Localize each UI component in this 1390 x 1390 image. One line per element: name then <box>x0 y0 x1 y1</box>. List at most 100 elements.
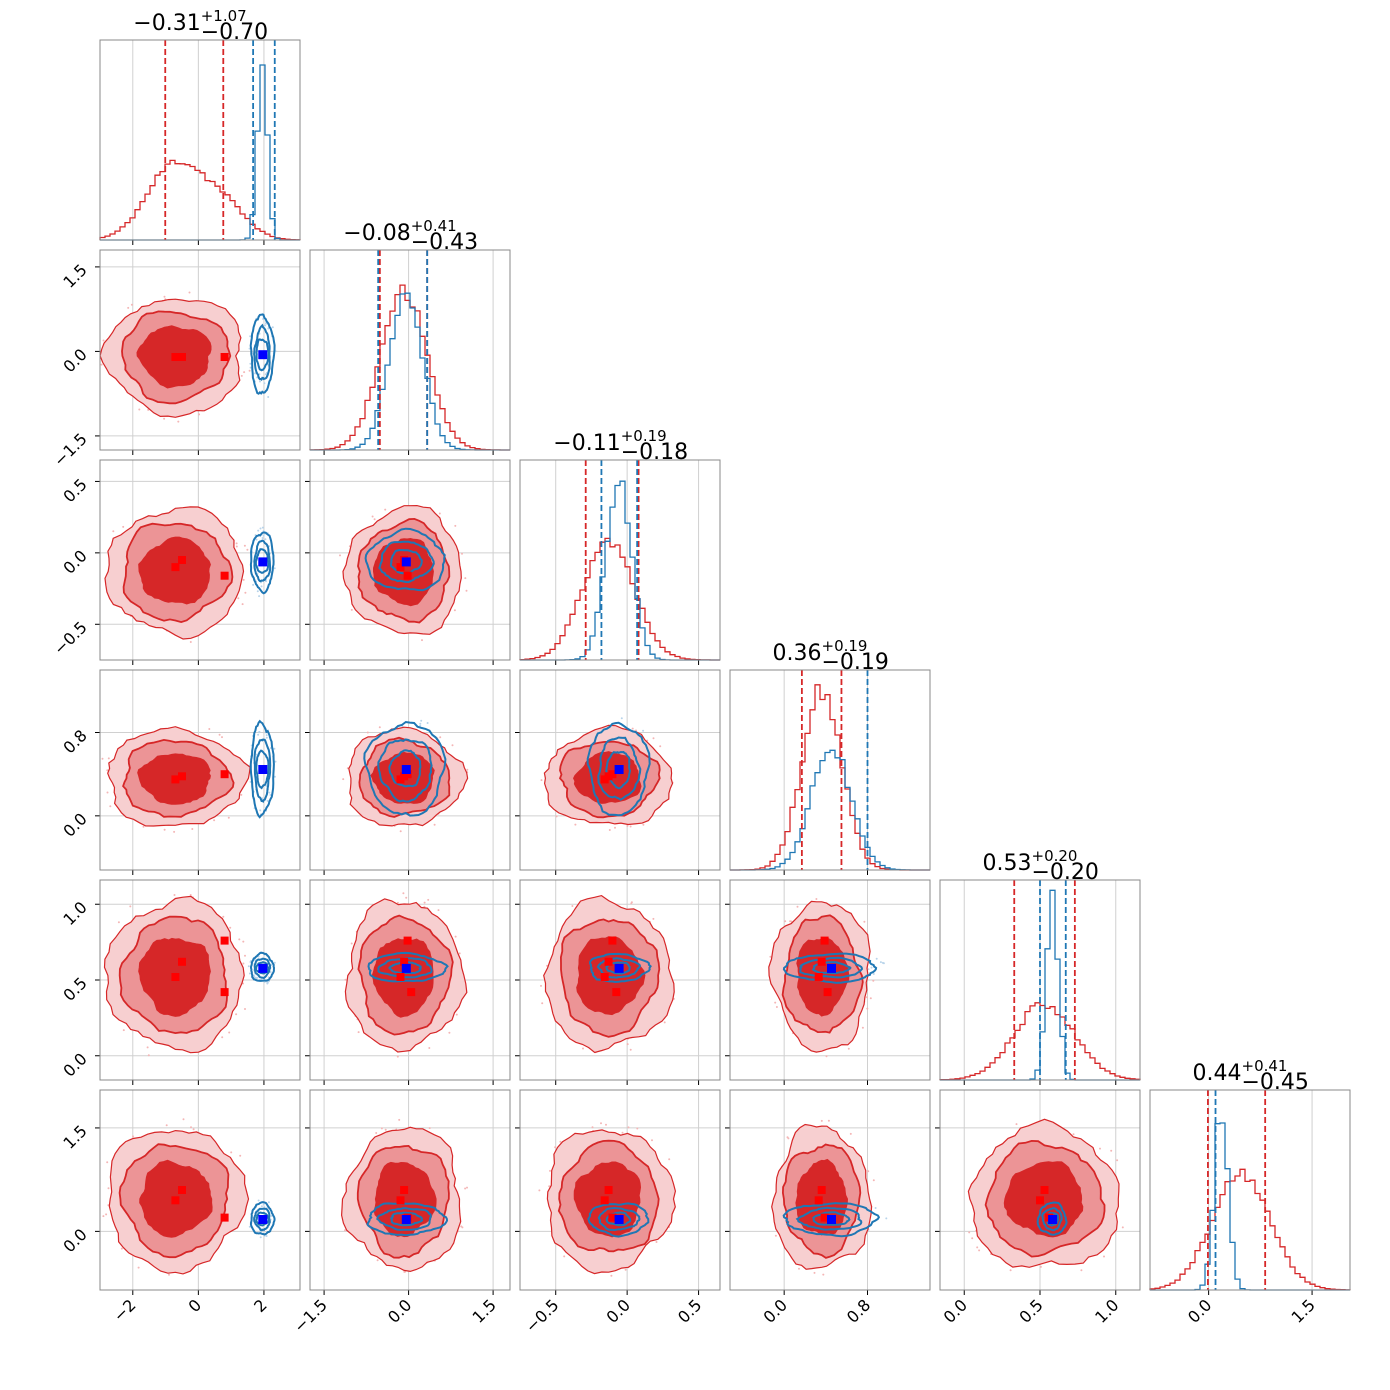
sample-point <box>227 816 230 819</box>
sample-point <box>130 303 133 306</box>
blue-marker <box>258 765 268 774</box>
sample-point <box>173 894 176 896</box>
sample-point <box>235 542 238 545</box>
red-marker <box>171 973 180 981</box>
sample-point <box>861 1026 864 1029</box>
blue-marker <box>827 963 836 973</box>
panel-frame <box>519 459 721 661</box>
red-marker <box>178 772 186 781</box>
panel-frame <box>1149 1089 1351 1291</box>
sample-point <box>538 1189 541 1192</box>
red-marker <box>820 936 829 945</box>
sample-point <box>421 639 423 642</box>
red-marker <box>178 353 186 361</box>
sample-point <box>881 961 884 964</box>
sample-point <box>112 530 115 533</box>
sample-point <box>384 508 387 511</box>
sample-point <box>357 1031 360 1034</box>
panel-title: −0.11+0.19 <box>553 427 666 456</box>
sample-point <box>571 905 574 907</box>
blue-contour <box>255 338 270 372</box>
sample-point <box>248 972 251 975</box>
blue-contour <box>782 952 878 984</box>
title-minus-error: −0.70 <box>201 20 268 45</box>
sample-point <box>264 324 267 327</box>
red-histogram <box>519 537 720 661</box>
panel-4-2 <box>515 879 721 1085</box>
red-marker <box>171 775 180 784</box>
blue-marker <box>401 557 411 567</box>
blue-contour <box>249 313 276 395</box>
panel-3-1 <box>305 669 511 875</box>
sample-point <box>885 1217 888 1220</box>
sample-point <box>264 373 267 376</box>
sample-point <box>461 1226 464 1229</box>
x-tick-label: −0.5 <box>522 1295 563 1336</box>
sample-point <box>257 529 260 532</box>
sample-point <box>273 747 276 750</box>
panel-background <box>520 460 720 660</box>
sample-point <box>109 805 112 808</box>
panel-4-1 <box>305 879 511 1085</box>
sample-point <box>396 901 399 904</box>
sample-point <box>259 380 261 383</box>
sample-point <box>270 1214 273 1217</box>
x-tick-label: 1.5 <box>1287 1295 1318 1326</box>
sample-point <box>106 769 109 772</box>
blue-contour <box>366 1202 449 1237</box>
y-tick-label: 0.8 <box>59 726 90 757</box>
sample-point <box>259 809 262 812</box>
sample-point <box>260 585 263 588</box>
blue-contour <box>249 1201 276 1236</box>
sample-point <box>244 591 247 594</box>
y-tick-label: 0.0 <box>59 345 90 376</box>
sample-point <box>271 326 274 329</box>
sample-point <box>427 898 430 901</box>
sample-point <box>138 408 141 411</box>
sample-point <box>366 731 369 734</box>
sample-point <box>559 1140 562 1143</box>
sample-point <box>177 420 180 423</box>
sample-point <box>610 1274 613 1277</box>
sample-point <box>342 778 345 781</box>
blue-contour <box>253 957 272 980</box>
sample-point <box>642 823 645 826</box>
sample-point <box>198 413 201 416</box>
y-tick-label: −1.5 <box>50 429 91 470</box>
sample-point <box>262 318 265 320</box>
y-tick-label: 0.0 <box>59 809 90 840</box>
sample-point <box>867 968 870 971</box>
panel-frame <box>309 1089 511 1291</box>
red-marker <box>178 957 186 966</box>
sample-point <box>784 920 787 923</box>
blue-contour <box>364 527 446 592</box>
sample-point <box>256 590 259 593</box>
sample-point <box>454 524 457 527</box>
panel-background <box>1150 1090 1350 1290</box>
panel-2-0: 0.5 0.0 −0.5 <box>50 459 301 665</box>
sample-point <box>1080 1269 1083 1272</box>
sample-point <box>1099 1147 1101 1150</box>
panel-3-3: 0.36+0.19−0.19 <box>729 637 931 875</box>
x-tick-label: 0.0 <box>603 1295 634 1326</box>
blue-contour <box>605 1211 632 1227</box>
title-plus-error: +1.07 <box>201 7 247 25</box>
sample-point <box>244 954 246 957</box>
sample-point <box>458 952 461 955</box>
y-tick-label: 1.5 <box>59 1121 90 1152</box>
title-plus-error: +0.19 <box>621 427 667 445</box>
sample-point <box>439 736 442 739</box>
y-tick-label: −0.5 <box>50 618 91 659</box>
x-tick-label: 0.8 <box>843 1295 874 1326</box>
sample-point <box>405 896 408 899</box>
red-marker <box>396 563 405 572</box>
sample-point <box>420 719 423 722</box>
red-marker <box>396 973 405 981</box>
sample-point <box>269 971 272 974</box>
blue-contour <box>253 539 272 583</box>
sample-point <box>221 736 223 739</box>
sample-point <box>591 1126 594 1129</box>
sample-point <box>461 552 463 555</box>
sample-point <box>419 724 422 727</box>
sample-point <box>1072 1133 1075 1136</box>
